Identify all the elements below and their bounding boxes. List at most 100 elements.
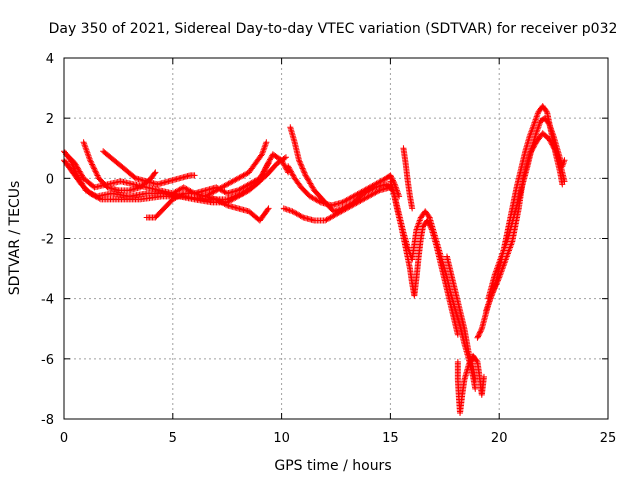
data-point — [281, 155, 288, 162]
data-point — [91, 167, 98, 174]
data-point — [552, 146, 559, 153]
data-point — [266, 156, 273, 163]
data-point — [526, 151, 533, 158]
data-point — [287, 167, 294, 174]
data-point — [288, 169, 295, 176]
data-point — [258, 152, 265, 159]
data-point — [288, 168, 295, 175]
data-point — [495, 275, 502, 282]
data-point — [426, 221, 433, 228]
data-point — [474, 334, 481, 341]
data-point — [494, 278, 501, 285]
data-point — [529, 145, 536, 152]
data-point — [297, 161, 304, 168]
data-point — [546, 137, 553, 144]
data-point — [549, 141, 556, 148]
data-point — [265, 160, 272, 167]
data-point — [388, 173, 395, 180]
data-point — [87, 158, 94, 165]
series-track-g — [202, 139, 270, 200]
data-point — [476, 329, 483, 336]
data-point — [370, 185, 377, 192]
data-point — [238, 190, 245, 197]
x-axis-label: GPS time / hours — [274, 458, 391, 474]
data-point — [424, 217, 431, 224]
data-point — [475, 333, 482, 340]
data-point — [93, 171, 100, 178]
y-tick-label: -8 — [41, 413, 54, 428]
data-point — [92, 168, 99, 175]
data-point — [264, 161, 271, 168]
series-track-r — [483, 130, 568, 314]
data-point — [290, 172, 297, 179]
data-point — [300, 166, 307, 173]
data-point — [550, 144, 557, 151]
data-point — [87, 157, 94, 164]
data-point — [472, 385, 479, 392]
data-point — [491, 285, 498, 292]
data-point — [231, 193, 238, 200]
data-point — [282, 163, 289, 170]
data-point — [473, 357, 480, 364]
data-point — [490, 286, 497, 293]
data-point — [152, 169, 159, 176]
data-point — [425, 213, 432, 220]
data-point — [548, 140, 555, 147]
data-point — [94, 172, 101, 179]
data-point — [476, 330, 483, 337]
data-point — [495, 277, 502, 284]
x-tick-label: 10 — [273, 431, 290, 446]
data-point — [561, 178, 568, 185]
data-point — [527, 149, 534, 156]
data-point — [375, 188, 382, 195]
data-point — [299, 165, 306, 172]
series-track-l — [389, 184, 461, 338]
data-point — [531, 143, 538, 150]
data-points — [61, 103, 568, 416]
data-point — [286, 207, 293, 214]
data-point — [531, 141, 538, 148]
data-point — [89, 161, 96, 168]
data-point — [387, 172, 394, 179]
data-point — [493, 281, 500, 288]
data-point — [543, 107, 550, 114]
data-point — [289, 171, 296, 178]
data-point — [296, 158, 303, 165]
data-point — [298, 162, 305, 169]
data-point — [490, 288, 497, 295]
data-point — [91, 165, 98, 172]
data-point — [547, 138, 554, 145]
data-point — [545, 119, 552, 126]
data-point — [263, 139, 270, 146]
data-point — [466, 360, 473, 367]
data-point — [151, 170, 158, 177]
data-point — [297, 160, 304, 167]
data-point — [561, 157, 568, 164]
chart-title: Day 350 of 2021, Sidereal Day-to-day VTE… — [49, 21, 618, 37]
series-track-d — [100, 148, 198, 188]
data-point — [265, 205, 272, 212]
data-point — [286, 165, 293, 172]
data-point — [281, 162, 288, 169]
y-tick-label: 0 — [46, 172, 54, 187]
data-point — [229, 194, 236, 201]
data-point — [492, 282, 499, 289]
data-point — [530, 144, 537, 151]
data-point — [426, 222, 433, 229]
data-point — [280, 205, 287, 212]
x-tick-label: 25 — [600, 431, 617, 446]
data-point — [282, 154, 289, 161]
data-point — [300, 168, 307, 175]
y-tick-label: 4 — [46, 52, 54, 67]
data-point — [264, 206, 271, 213]
data-point — [298, 164, 305, 171]
data-point — [89, 162, 96, 169]
y-tick-label: -4 — [41, 293, 54, 308]
grid-lines — [64, 58, 608, 419]
y-tick-label: -2 — [41, 233, 54, 248]
data-point — [285, 164, 292, 171]
data-point — [226, 195, 233, 202]
x-tick-label: 5 — [169, 431, 177, 446]
data-point — [191, 172, 198, 179]
